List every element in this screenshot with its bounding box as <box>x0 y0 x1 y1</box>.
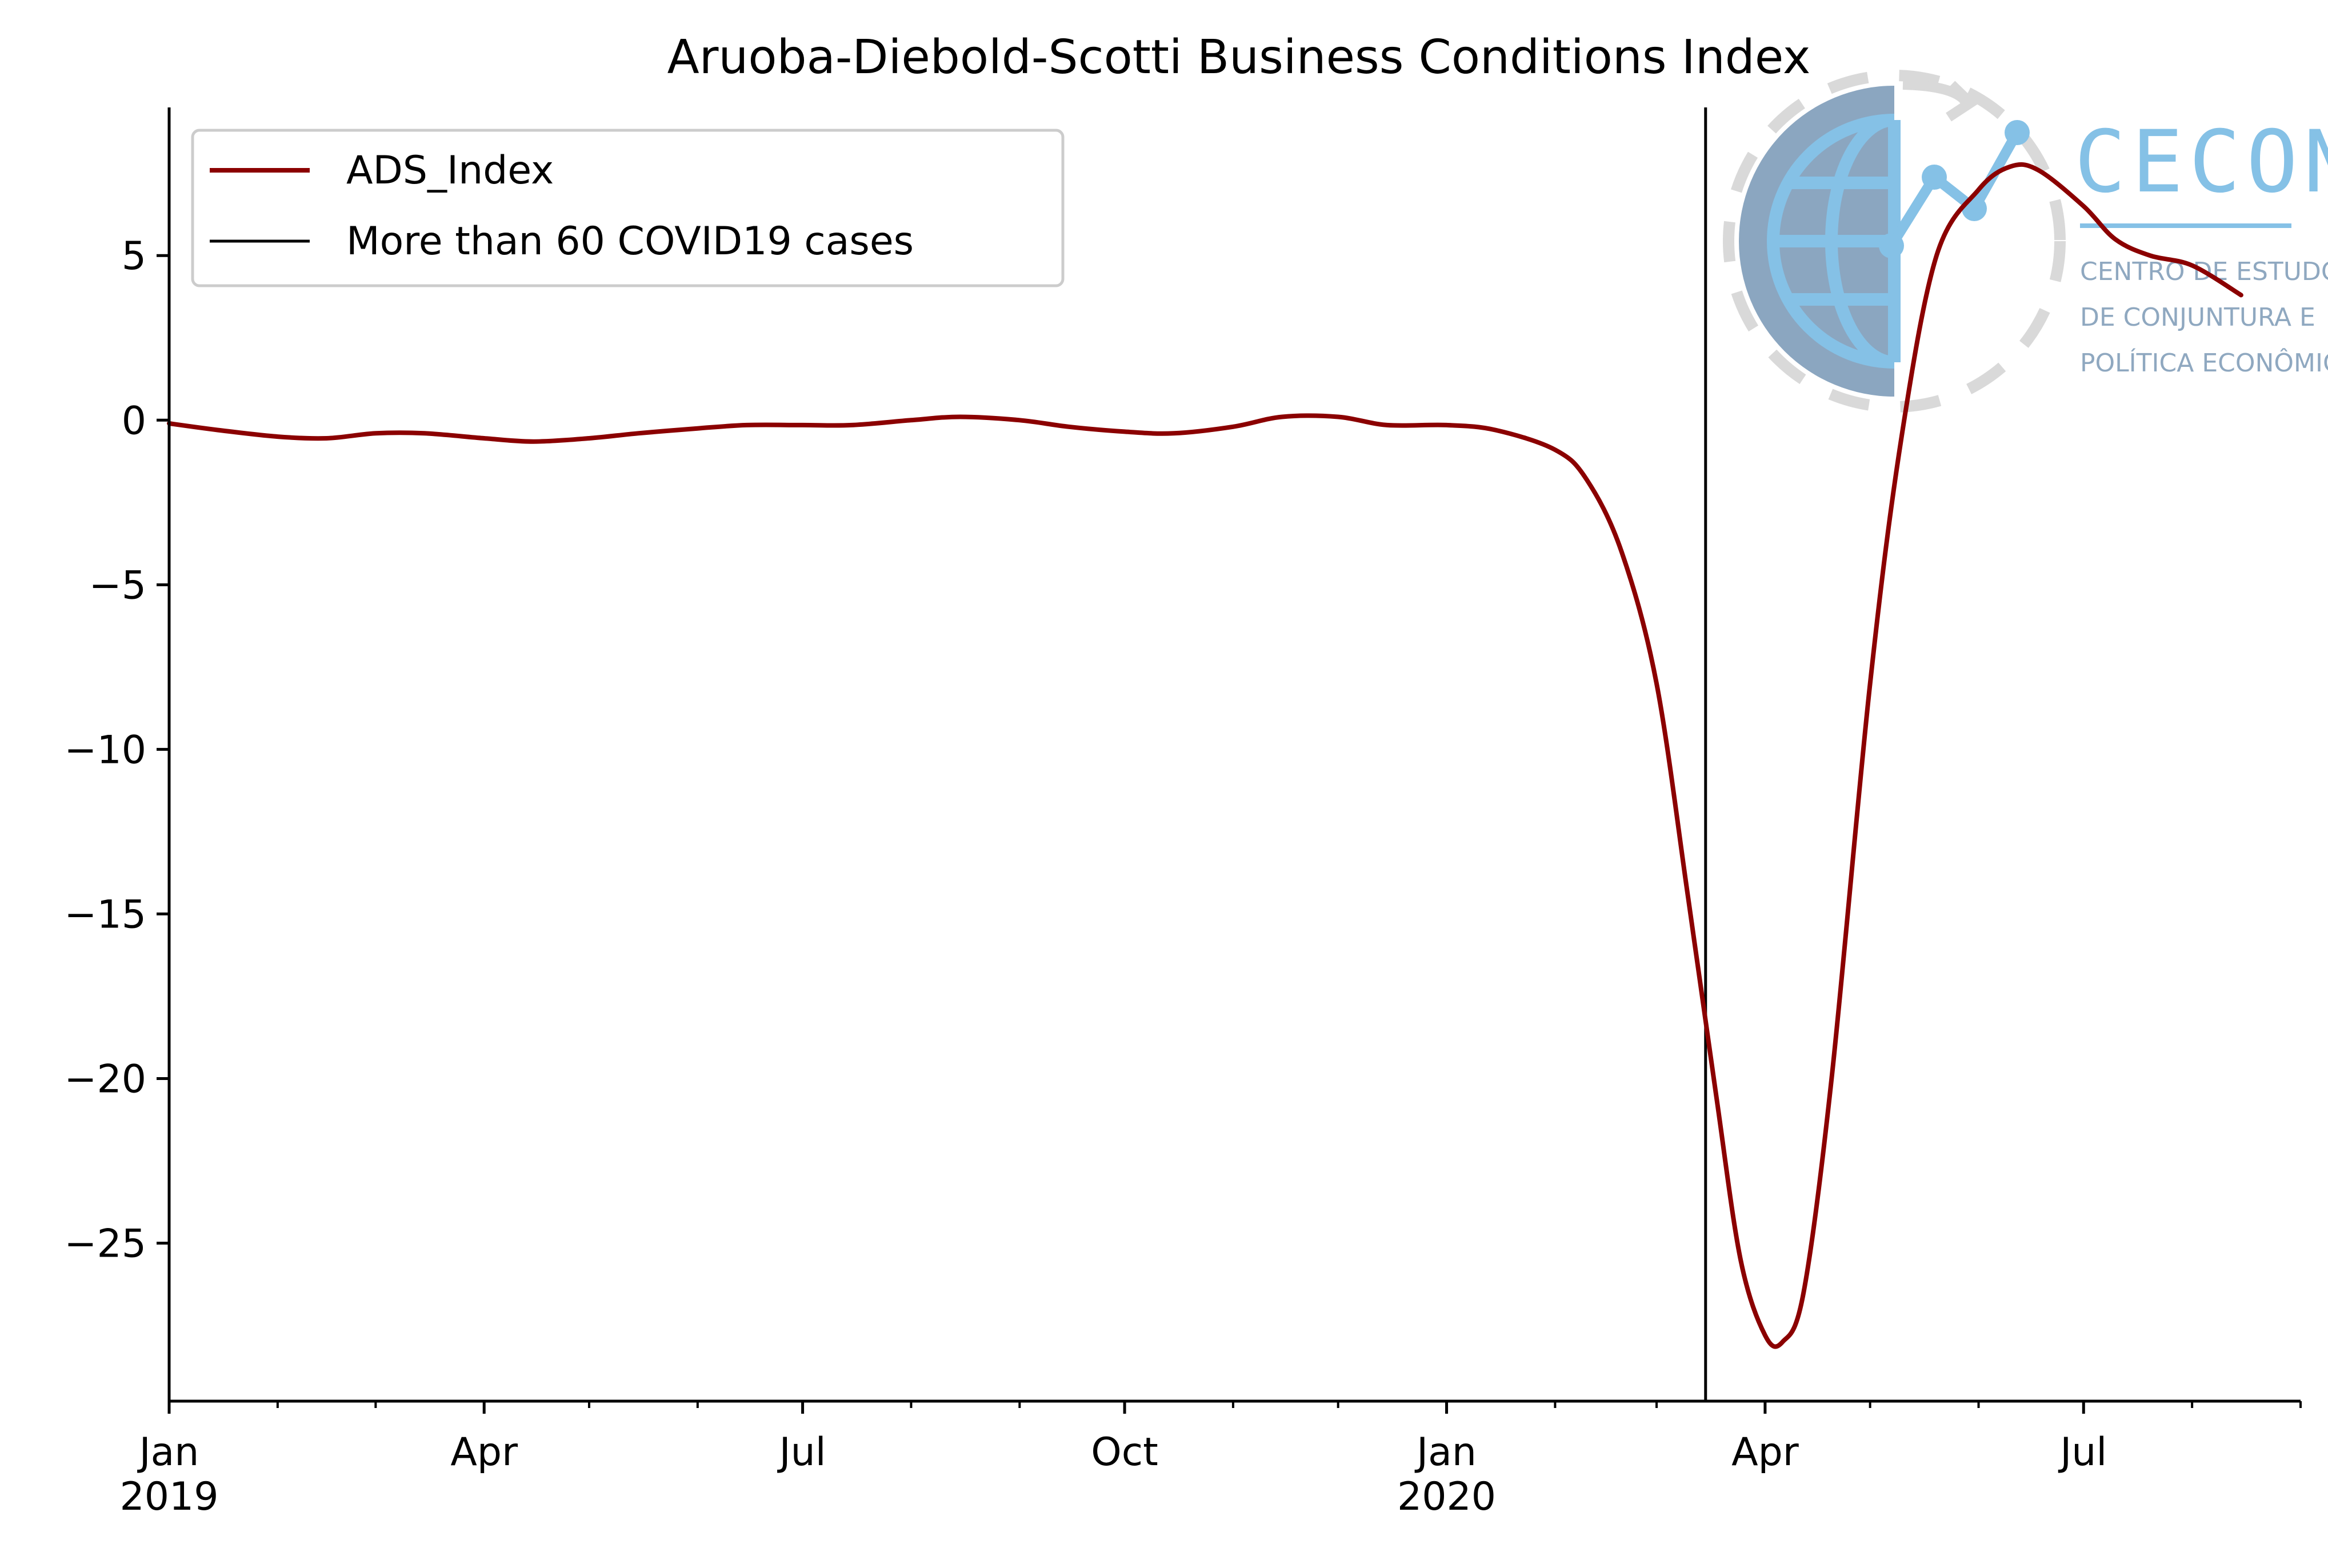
ads-index-line <box>167 162 2243 1349</box>
chart-title: Aruoba-Diebold-Scotti Business Condition… <box>667 30 1811 85</box>
x-tick-label: Apr <box>450 1430 518 1475</box>
y-tick-label: −15 <box>64 892 146 937</box>
logo-wordmark: CECON <box>2074 113 2328 212</box>
logo-trend-dot <box>1922 165 1947 190</box>
x-tick-label: Jan <box>137 1430 199 1475</box>
x-tick-year-label: 2019 <box>119 1474 218 1519</box>
y-tick-label: 5 <box>122 234 146 279</box>
x-tick-label: Apr <box>1731 1430 1799 1475</box>
logo-trend-dot <box>1962 196 1987 221</box>
logo-trend-line <box>1887 130 2022 249</box>
x-tick-label: Jan <box>1414 1430 1477 1475</box>
logo-trend-dot <box>2005 120 2030 145</box>
legend: ADS_Index More than 60 COVID19 cases <box>191 129 1065 287</box>
y-axis-ticks: 5 0 −5 −10 −15 −20 −25 <box>64 234 169 1266</box>
y-tick-label: −20 <box>64 1057 146 1102</box>
y-tick-label: −10 <box>64 727 146 773</box>
legend-label-ads-index: ADS_Index <box>346 148 554 193</box>
logo-trend-dot <box>1879 233 1904 258</box>
legend-label-covid-line: More than 60 COVID19 cases <box>346 219 914 264</box>
cecon-logo: CECON CENTRO DE ESTUDOS DE CONJUNTURA E … <box>1723 70 2328 413</box>
logo-line-3: POLÍTICA ECONÔMICA <box>2080 347 2328 378</box>
y-tick-label: −5 <box>89 563 146 608</box>
y-tick-label: 0 <box>122 398 146 443</box>
x-tick-year-label: 2020 <box>1397 1474 1496 1519</box>
y-tick-label: −25 <box>64 1221 146 1266</box>
x-tick-label: Jul <box>2058 1430 2107 1475</box>
logo-line-2: DE CONJUNTURA E <box>2080 303 2315 332</box>
x-tick-label: Oct <box>1091 1430 1158 1475</box>
x-tick-label: Jul <box>777 1430 826 1475</box>
legend-box <box>191 129 1065 287</box>
logo-globe-ring <box>1723 70 2066 413</box>
logo-arrow <box>1902 79 1979 122</box>
